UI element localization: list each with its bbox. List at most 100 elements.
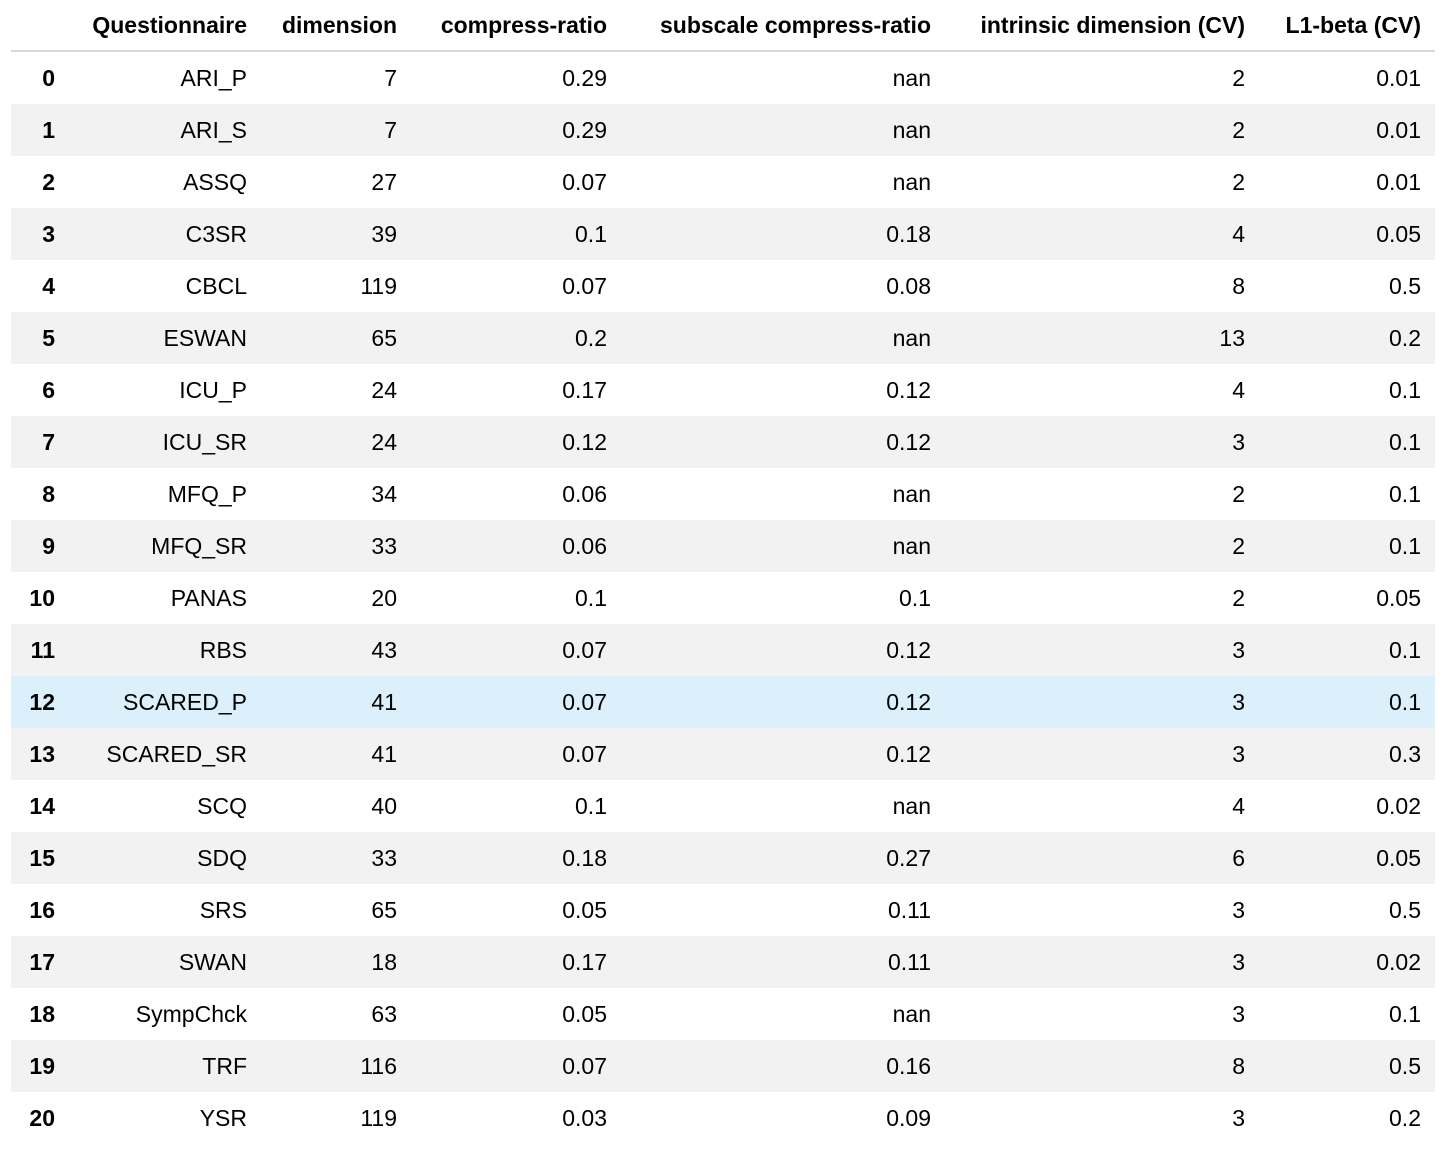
cell-subscale-compress-ratio: 0.27 bbox=[886, 844, 931, 871]
cell-questionnaire: YSR bbox=[199, 1104, 247, 1131]
cell-questionnaire: ESWAN bbox=[163, 324, 248, 351]
cell-dimension: 33 bbox=[371, 844, 397, 871]
cell-compress-ratio: 0.12 bbox=[562, 428, 607, 455]
cell-questionnaire: ARI_P bbox=[180, 64, 247, 91]
cell-compress-ratio: 0.07 bbox=[562, 636, 607, 663]
row-index: 4 bbox=[42, 272, 55, 299]
cell-intrinsic-dimension: 2 bbox=[1232, 64, 1245, 91]
row-index: 17 bbox=[29, 948, 55, 975]
cell-intrinsic-dimension: 2 bbox=[1232, 480, 1245, 507]
cell-l1-beta: 0.1 bbox=[1389, 688, 1421, 715]
cell-subscale-compress-ratio: nan bbox=[892, 116, 931, 143]
cell-subscale-compress-ratio: 0.1 bbox=[899, 584, 931, 611]
cell-l1-beta: 0.02 bbox=[1376, 792, 1421, 819]
cell-subscale-compress-ratio: 0.11 bbox=[887, 896, 931, 923]
cell-dimension: 119 bbox=[360, 1104, 397, 1131]
cell-questionnaire: TRF bbox=[202, 1052, 247, 1079]
cell-dimension: 65 bbox=[371, 896, 397, 923]
cell-compress-ratio: 0.07 bbox=[562, 1052, 607, 1079]
cell-compress-ratio: 0.07 bbox=[562, 272, 607, 299]
cell-l1-beta: 0.01 bbox=[1376, 116, 1421, 143]
table-row[interactable]: 14 SCQ 40 0.1 nan 4 0.02 bbox=[11, 780, 1435, 832]
cell-questionnaire: SDQ bbox=[197, 844, 247, 871]
cell-questionnaire: SCQ bbox=[197, 792, 247, 819]
cell-dimension: 40 bbox=[371, 792, 397, 819]
table-row[interactable]: 17 SWAN 18 0.17 0.11 3 0.02 bbox=[11, 936, 1435, 988]
cell-compress-ratio: 0.07 bbox=[562, 688, 607, 715]
header-l1-beta: L1-beta (CV) bbox=[1259, 0, 1435, 52]
cell-intrinsic-dimension: 3 bbox=[1232, 948, 1245, 975]
cell-intrinsic-dimension: 2 bbox=[1232, 168, 1245, 195]
table-row[interactable]: 5 ESWAN 65 0.2 nan 13 0.2 bbox=[11, 312, 1435, 364]
cell-dimension: 20 bbox=[371, 584, 397, 611]
cell-compress-ratio: 0.1 bbox=[575, 584, 607, 611]
cell-intrinsic-dimension: 4 bbox=[1232, 376, 1245, 403]
cell-intrinsic-dimension: 8 bbox=[1232, 1052, 1245, 1079]
table-row[interactable]: 18 SympChck 63 0.05 nan 3 0.1 bbox=[11, 988, 1435, 1040]
row-index: 7 bbox=[42, 428, 55, 455]
cell-compress-ratio: 0.03 bbox=[562, 1104, 607, 1131]
cell-questionnaire: SCARED_SR bbox=[106, 740, 247, 767]
row-index: 5 bbox=[42, 324, 55, 351]
row-index: 9 bbox=[42, 532, 55, 559]
table-row[interactable]: 9 MFQ_SR 33 0.06 nan 2 0.1 bbox=[11, 520, 1435, 572]
table-row[interactable]: 1 ARI_S 7 0.29 nan 2 0.01 bbox=[11, 104, 1435, 156]
cell-intrinsic-dimension: 3 bbox=[1232, 428, 1245, 455]
table-row[interactable]: 0 ARI_P 7 0.29 nan 2 0.01 bbox=[11, 51, 1435, 104]
cell-questionnaire: RBS bbox=[199, 636, 247, 663]
cell-subscale-compress-ratio: 0.12 bbox=[886, 688, 931, 715]
row-index: 6 bbox=[42, 376, 55, 403]
row-index: 15 bbox=[29, 844, 55, 871]
cell-compress-ratio: 0.07 bbox=[562, 740, 607, 767]
dataframe-output: Questionnaire dimension compress-ratio s… bbox=[11, 0, 1435, 1144]
cell-intrinsic-dimension: 3 bbox=[1232, 740, 1245, 767]
table-row[interactable]: 7 ICU_SR 24 0.12 0.12 3 0.1 bbox=[11, 416, 1435, 468]
cell-subscale-compress-ratio: 0.12 bbox=[886, 636, 931, 663]
cell-subscale-compress-ratio: nan bbox=[892, 324, 931, 351]
cell-intrinsic-dimension: 4 bbox=[1232, 792, 1245, 819]
cell-intrinsic-dimension: 2 bbox=[1232, 116, 1245, 143]
table-row[interactable]: 2 ASSQ 27 0.07 nan 2 0.01 bbox=[11, 156, 1435, 208]
cell-l1-beta: 0.1 bbox=[1389, 428, 1421, 455]
cell-intrinsic-dimension: 4 bbox=[1232, 220, 1245, 247]
table-row[interactable]: 4 CBCL 119 0.07 0.08 8 0.5 bbox=[11, 260, 1435, 312]
table-row[interactable]: 19 TRF 116 0.07 0.16 8 0.5 bbox=[11, 1040, 1435, 1092]
cell-l1-beta: 0.2 bbox=[1389, 324, 1421, 351]
cell-questionnaire: SympChck bbox=[135, 1000, 247, 1027]
table-row[interactable]: 15 SDQ 33 0.18 0.27 6 0.05 bbox=[11, 832, 1435, 884]
cell-intrinsic-dimension: 2 bbox=[1232, 584, 1245, 611]
cell-subscale-compress-ratio: 0.12 bbox=[886, 376, 931, 403]
table-row[interactable]: 16 SRS 65 0.05 0.11 3 0.5 bbox=[11, 884, 1435, 936]
row-index: 0 bbox=[42, 64, 55, 91]
cell-questionnaire: PANAS bbox=[170, 584, 247, 611]
table-row[interactable]: 3 C3SR 39 0.1 0.18 4 0.05 bbox=[11, 208, 1435, 260]
row-index: 20 bbox=[29, 1104, 55, 1131]
table-body: 0 ARI_P 7 0.29 nan 2 0.01 1 ARI_S 7 0.29 nan 2 0.01 2 A… bbox=[11, 51, 1435, 1144]
table-row[interactable]: 6 ICU_P 24 0.17 0.12 4 0.1 bbox=[11, 364, 1435, 416]
cell-compress-ratio: 0.29 bbox=[562, 64, 607, 91]
cell-subscale-compress-ratio: 0.11 bbox=[887, 948, 931, 975]
table-row[interactable]: 8 MFQ_P 34 0.06 nan 2 0.1 bbox=[11, 468, 1435, 520]
row-index: 8 bbox=[42, 480, 55, 507]
cell-questionnaire: ICU_SR bbox=[162, 428, 247, 455]
cell-subscale-compress-ratio: 0.16 bbox=[886, 1052, 931, 1079]
cell-subscale-compress-ratio: 0.18 bbox=[886, 220, 931, 247]
cell-dimension: 7 bbox=[384, 116, 397, 143]
cell-compress-ratio: 0.17 bbox=[562, 376, 607, 403]
header-row: Questionnaire dimension compress-ratio s… bbox=[11, 0, 1435, 52]
cell-l1-beta: 0.01 bbox=[1376, 168, 1421, 195]
table-row[interactable]: 20 YSR 119 0.03 0.09 3 0.2 bbox=[11, 1092, 1435, 1144]
cell-subscale-compress-ratio: 0.08 bbox=[886, 272, 931, 299]
table-row[interactable]: 10 PANAS 20 0.1 0.1 2 0.05 bbox=[11, 572, 1435, 624]
row-index: 2 bbox=[42, 168, 55, 195]
cell-subscale-compress-ratio: 0.12 bbox=[886, 428, 931, 455]
cell-subscale-compress-ratio: nan bbox=[892, 792, 931, 819]
cell-l1-beta: 0.05 bbox=[1376, 844, 1421, 871]
cell-dimension: 33 bbox=[371, 532, 397, 559]
table-row[interactable]: 13 SCARED_SR 41 0.07 0.12 3 0.3 bbox=[11, 728, 1435, 780]
cell-questionnaire: SRS bbox=[199, 896, 247, 923]
cell-dimension: 7 bbox=[384, 64, 397, 91]
table-row[interactable]: 11 RBS 43 0.07 0.12 3 0.1 bbox=[11, 624, 1435, 676]
table-row[interactable]: 12 SCARED_P 41 0.07 0.12 3 0.1 bbox=[11, 676, 1435, 728]
row-index: 3 bbox=[42, 220, 55, 247]
